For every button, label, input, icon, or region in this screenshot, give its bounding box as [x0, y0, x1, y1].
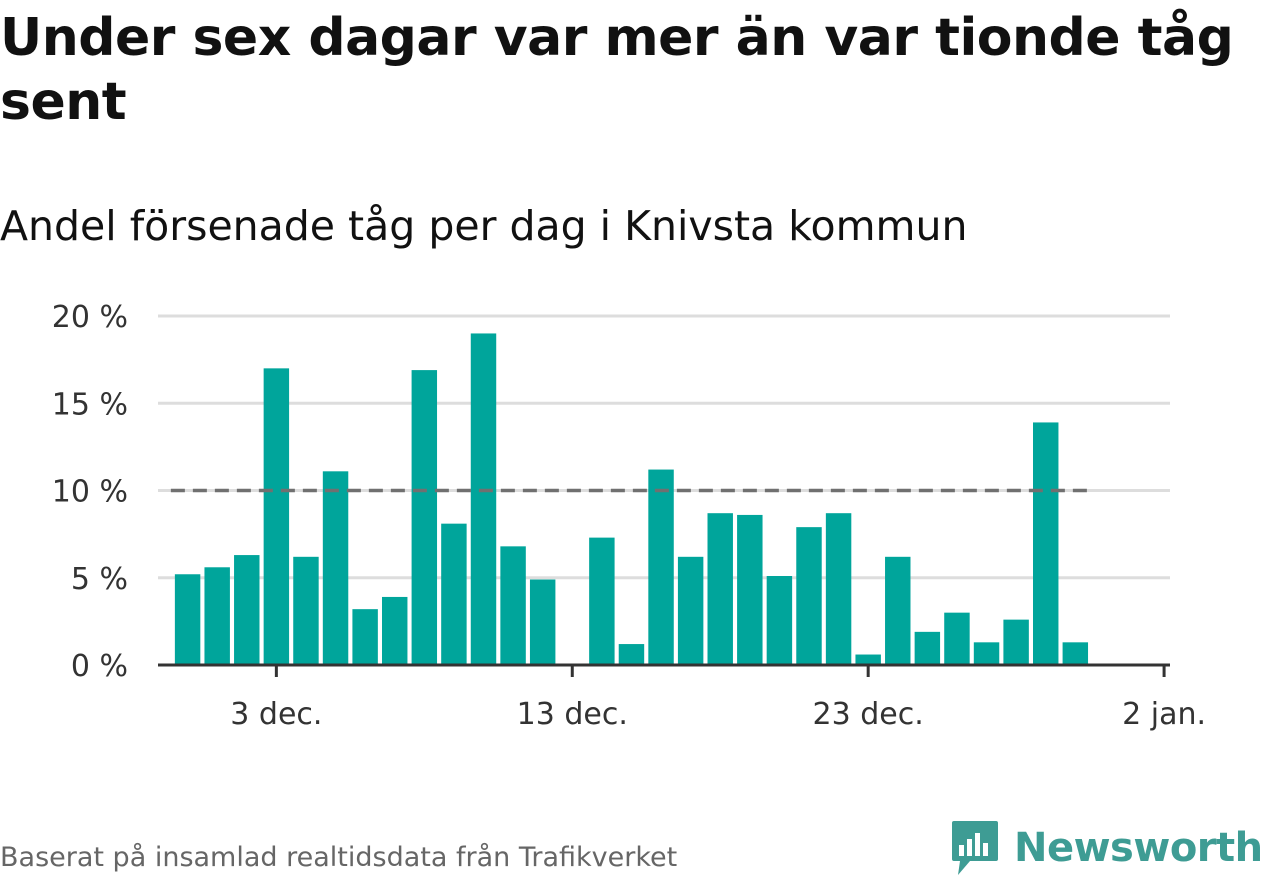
bar: [1003, 619, 1029, 665]
y-tick-label: 10 %: [52, 475, 128, 510]
bar: [944, 612, 970, 665]
bar: [529, 579, 556, 665]
bar: [914, 631, 941, 665]
bar: [234, 555, 260, 665]
bar: [825, 513, 852, 665]
bar: [174, 574, 201, 665]
bar: [204, 567, 230, 665]
bar: [411, 370, 438, 665]
y-tick-label: 20 %: [52, 300, 128, 335]
brand-name: Newsworthy: [1014, 825, 1262, 871]
x-tick-label: 23 dec.: [813, 697, 924, 732]
y-tick-label: 15 %: [52, 387, 128, 422]
bar: [648, 469, 674, 665]
bar: [855, 654, 881, 665]
y-tick-label: 0 %: [71, 649, 128, 684]
bars: [174, 333, 1089, 665]
x-axis-labels: 3 dec. 13 dec. 23 dec. 2 jan.: [230, 697, 1206, 732]
chart-title: Under sex dagar var mer än var tionde tå…: [0, 8, 1234, 132]
x-tick-label: 2 jan.: [1122, 697, 1206, 732]
bar: [796, 527, 822, 665]
bar: [1033, 422, 1059, 665]
y-axis-labels: 0 % 5 % 10 % 15 % 20 %: [52, 300, 128, 684]
bar: [737, 514, 763, 665]
bar: [973, 642, 1000, 665]
x-axis: [158, 663, 1170, 677]
newsworthy-logo-icon: [952, 821, 998, 875]
x-tick-label: 3 dec.: [230, 697, 322, 732]
source-note: Baserat på insamlad realtidsdata från Tr…: [0, 842, 678, 873]
bar: [293, 556, 319, 665]
bar: [500, 546, 526, 665]
y-tick-label: 5 %: [71, 562, 128, 597]
bar: [322, 471, 349, 665]
bar: [1062, 642, 1089, 665]
bar: [885, 556, 911, 665]
bar: [766, 576, 793, 665]
bar: [441, 523, 467, 665]
bar: [263, 368, 290, 665]
bar: [382, 596, 408, 665]
bar: [589, 537, 615, 665]
bar: [470, 333, 497, 665]
brand-logo: Newsworthy: [950, 818, 1262, 878]
bar: [352, 609, 378, 665]
bar: [677, 556, 704, 665]
bar: [707, 513, 733, 665]
chart-subtitle: Andel försenade tåg per dag i Knivsta ko…: [0, 202, 968, 250]
bar: [618, 644, 645, 665]
x-tick-label: 13 dec.: [517, 697, 628, 732]
